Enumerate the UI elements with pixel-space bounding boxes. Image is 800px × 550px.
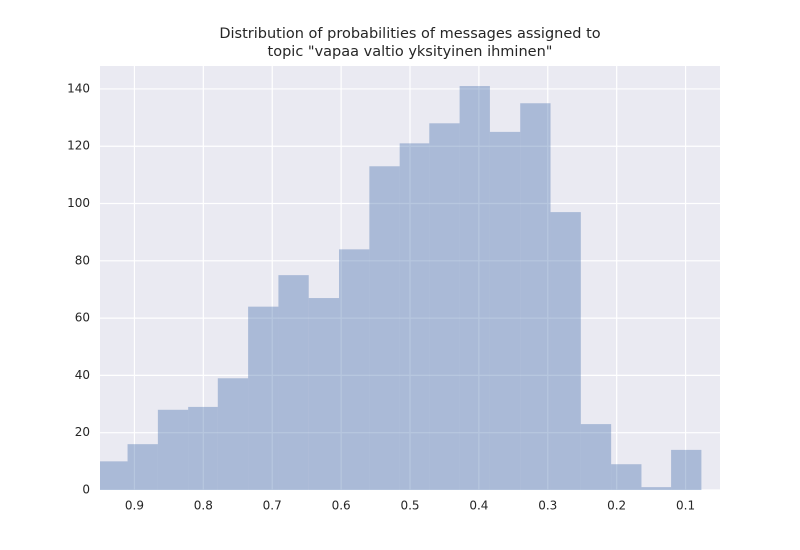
bar: [459, 86, 490, 490]
y-tick-label: 80: [75, 253, 90, 267]
bar: [369, 166, 400, 490]
x-tick-label: 0.3: [538, 499, 557, 513]
x-tick-label: 0.4: [469, 499, 488, 513]
y-tick-label: 100: [67, 196, 90, 210]
x-tick-label: 0.1: [676, 499, 695, 513]
bar: [580, 424, 612, 490]
x-tick-label: 0.8: [194, 499, 213, 513]
x-tick-label: 0.9: [125, 499, 144, 513]
bar: [641, 487, 672, 490]
bar: [429, 123, 460, 490]
y-tick-label: 40: [75, 368, 90, 382]
y-tick-label: 60: [75, 311, 90, 325]
bar: [188, 406, 218, 490]
bar: [671, 449, 702, 490]
y-tick-label: 140: [67, 81, 90, 95]
bar: [278, 275, 309, 490]
x-tick-label: 0.7: [263, 499, 282, 513]
bar: [100, 461, 128, 490]
bar: [157, 409, 189, 490]
bar: [248, 306, 279, 490]
x-tick-label: 0.2: [607, 499, 626, 513]
bar: [217, 378, 249, 490]
bar: [339, 249, 370, 490]
bar: [308, 298, 340, 490]
bar: [550, 212, 581, 490]
grid: [100, 66, 720, 491]
bar: [520, 103, 551, 490]
y-tick-label: 120: [67, 139, 90, 153]
y-tick-label: 20: [75, 425, 90, 439]
chart-title: Distribution of probabilities of message…: [219, 26, 600, 42]
bar: [611, 464, 642, 490]
y-tick-label: 0: [82, 483, 90, 497]
bar: [127, 444, 158, 490]
x-tick-label: 0.5: [400, 499, 419, 513]
bars: [100, 86, 702, 490]
bar: [489, 131, 521, 490]
x-tick-label: 0.6: [332, 499, 351, 513]
chart-title: topic "vapaa valtio yksityinen ihminen": [268, 44, 553, 60]
bar: [399, 143, 430, 490]
